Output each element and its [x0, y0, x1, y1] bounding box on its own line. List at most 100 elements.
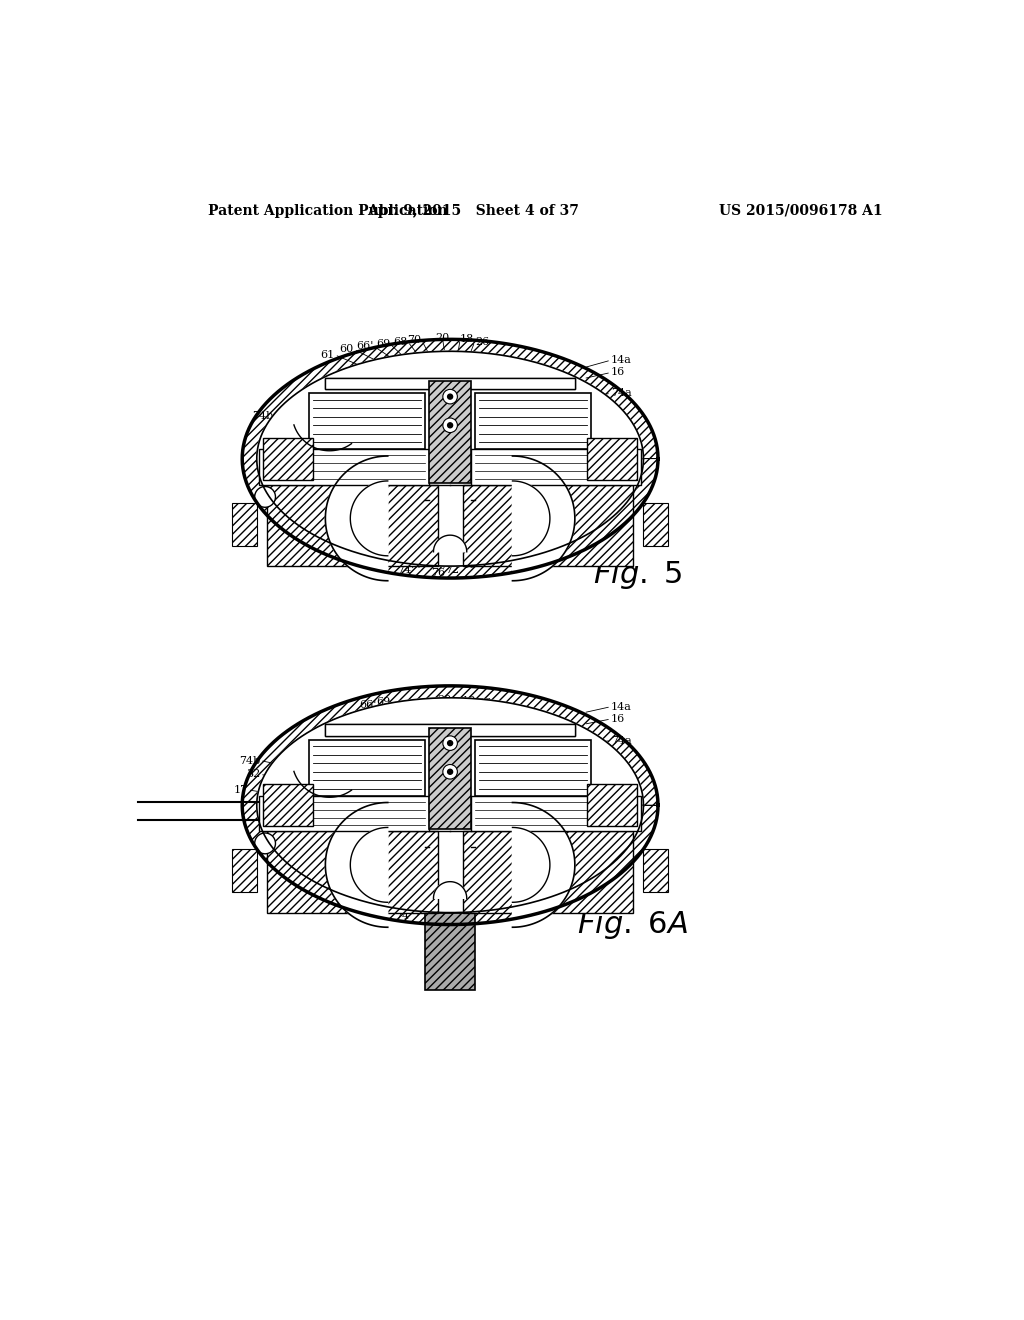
- Text: 74'': 74'': [395, 911, 416, 921]
- Polygon shape: [429, 727, 471, 829]
- Text: 32: 32: [611, 416, 626, 425]
- Polygon shape: [512, 803, 574, 927]
- Polygon shape: [257, 351, 643, 566]
- Polygon shape: [512, 455, 574, 581]
- Polygon shape: [231, 849, 257, 892]
- Circle shape: [447, 395, 453, 399]
- Text: $\mathit{Fig.\ 6A}$: $\mathit{Fig.\ 6A}$: [578, 908, 688, 941]
- Text: 18: 18: [462, 696, 476, 706]
- Text: 76: 76: [431, 568, 445, 578]
- Text: 74'': 74'': [396, 565, 417, 574]
- Polygon shape: [588, 438, 637, 479]
- Text: 73: 73: [332, 545, 346, 554]
- Circle shape: [447, 770, 453, 775]
- Text: 26: 26: [477, 698, 492, 708]
- Text: 74b: 74b: [252, 412, 273, 421]
- Text: 66'': 66'': [283, 517, 303, 527]
- Text: 74c: 74c: [444, 911, 465, 921]
- Circle shape: [255, 833, 275, 854]
- Circle shape: [442, 735, 458, 750]
- Circle shape: [442, 418, 458, 433]
- Circle shape: [447, 741, 453, 746]
- Polygon shape: [429, 381, 471, 483]
- Polygon shape: [259, 796, 429, 832]
- Polygon shape: [326, 378, 574, 389]
- Text: 74': 74': [469, 557, 486, 566]
- Polygon shape: [463, 832, 633, 912]
- Polygon shape: [471, 796, 641, 832]
- Polygon shape: [643, 849, 669, 892]
- Text: 14a: 14a: [611, 702, 632, 711]
- Text: 60: 60: [340, 345, 354, 354]
- Text: 69: 69: [376, 339, 390, 348]
- Polygon shape: [243, 339, 658, 578]
- Polygon shape: [263, 784, 313, 826]
- Text: 17: 17: [424, 920, 438, 931]
- Text: 74': 74': [466, 907, 482, 916]
- Polygon shape: [350, 828, 388, 903]
- Text: 71: 71: [418, 450, 432, 459]
- Text: 20: 20: [437, 694, 452, 705]
- Text: 75a: 75a: [486, 550, 507, 560]
- Circle shape: [447, 422, 453, 428]
- Text: 66'': 66'': [305, 884, 326, 895]
- Text: 73: 73: [323, 896, 337, 907]
- Polygon shape: [350, 480, 388, 556]
- Polygon shape: [471, 449, 641, 484]
- Text: 16: 16: [611, 714, 626, 723]
- Circle shape: [255, 487, 275, 507]
- Polygon shape: [643, 503, 669, 546]
- Polygon shape: [243, 339, 658, 578]
- Text: 68: 68: [393, 337, 408, 347]
- Polygon shape: [231, 503, 257, 546]
- Text: 74b: 74b: [239, 755, 260, 766]
- Polygon shape: [267, 484, 437, 566]
- Text: 18: 18: [460, 334, 474, 345]
- Polygon shape: [512, 828, 550, 903]
- Polygon shape: [309, 739, 425, 796]
- Text: 61: 61: [321, 350, 335, 360]
- Text: 14b: 14b: [593, 861, 614, 870]
- Polygon shape: [463, 484, 633, 566]
- Polygon shape: [267, 832, 437, 912]
- Text: 75b: 75b: [352, 552, 374, 562]
- Polygon shape: [433, 535, 467, 552]
- Polygon shape: [326, 803, 388, 927]
- Polygon shape: [326, 725, 574, 737]
- Text: $\mathit{Fig.\ 5}$: $\mathit{Fig.\ 5}$: [593, 557, 682, 591]
- Text: 16: 16: [611, 367, 626, 378]
- Text: 32: 32: [611, 762, 626, 772]
- Polygon shape: [475, 393, 592, 449]
- Text: 20: 20: [435, 333, 450, 343]
- Text: 69: 69: [377, 697, 391, 708]
- Polygon shape: [326, 455, 388, 581]
- Text: 17: 17: [233, 785, 248, 795]
- Polygon shape: [425, 912, 475, 990]
- Polygon shape: [475, 739, 592, 796]
- Polygon shape: [243, 686, 658, 924]
- Text: US 2015/0096178 A1: US 2015/0096178 A1: [719, 203, 883, 218]
- Text: 74a: 74a: [611, 735, 632, 746]
- Polygon shape: [243, 686, 658, 924]
- Text: 70: 70: [408, 335, 422, 345]
- Text: 72: 72: [444, 565, 459, 576]
- Text: Apr. 9, 2015   Sheet 4 of 37: Apr. 9, 2015 Sheet 4 of 37: [368, 203, 580, 218]
- Text: 26: 26: [475, 337, 489, 347]
- Text: 32: 32: [246, 770, 260, 779]
- Polygon shape: [512, 480, 550, 556]
- Polygon shape: [259, 449, 429, 484]
- Text: 66': 66': [359, 700, 377, 710]
- Text: 74c: 74c: [456, 560, 476, 570]
- Polygon shape: [309, 393, 425, 449]
- Text: 66': 66': [356, 342, 374, 351]
- Polygon shape: [433, 882, 467, 899]
- Polygon shape: [588, 784, 637, 826]
- Text: 14a: 14a: [611, 355, 632, 366]
- Text: 74: 74: [378, 906, 392, 915]
- Polygon shape: [263, 438, 313, 479]
- Text: 74: 74: [390, 558, 403, 569]
- Polygon shape: [257, 698, 643, 912]
- Text: 74a: 74a: [611, 388, 632, 399]
- Polygon shape: [326, 725, 574, 737]
- Text: Patent Application Publication: Patent Application Publication: [208, 203, 447, 218]
